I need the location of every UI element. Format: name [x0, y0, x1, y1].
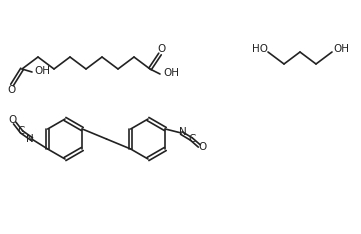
- Text: N: N: [179, 127, 187, 137]
- Text: HO: HO: [252, 44, 268, 54]
- Text: C: C: [17, 126, 24, 136]
- Text: OH: OH: [163, 68, 179, 78]
- Text: O: O: [9, 115, 17, 125]
- Text: C: C: [189, 134, 196, 144]
- Text: O: O: [7, 85, 15, 95]
- Text: OH: OH: [333, 44, 349, 54]
- Text: O: O: [198, 142, 206, 152]
- Text: N: N: [26, 134, 34, 144]
- Text: OH: OH: [34, 66, 50, 76]
- Text: O: O: [158, 44, 166, 54]
